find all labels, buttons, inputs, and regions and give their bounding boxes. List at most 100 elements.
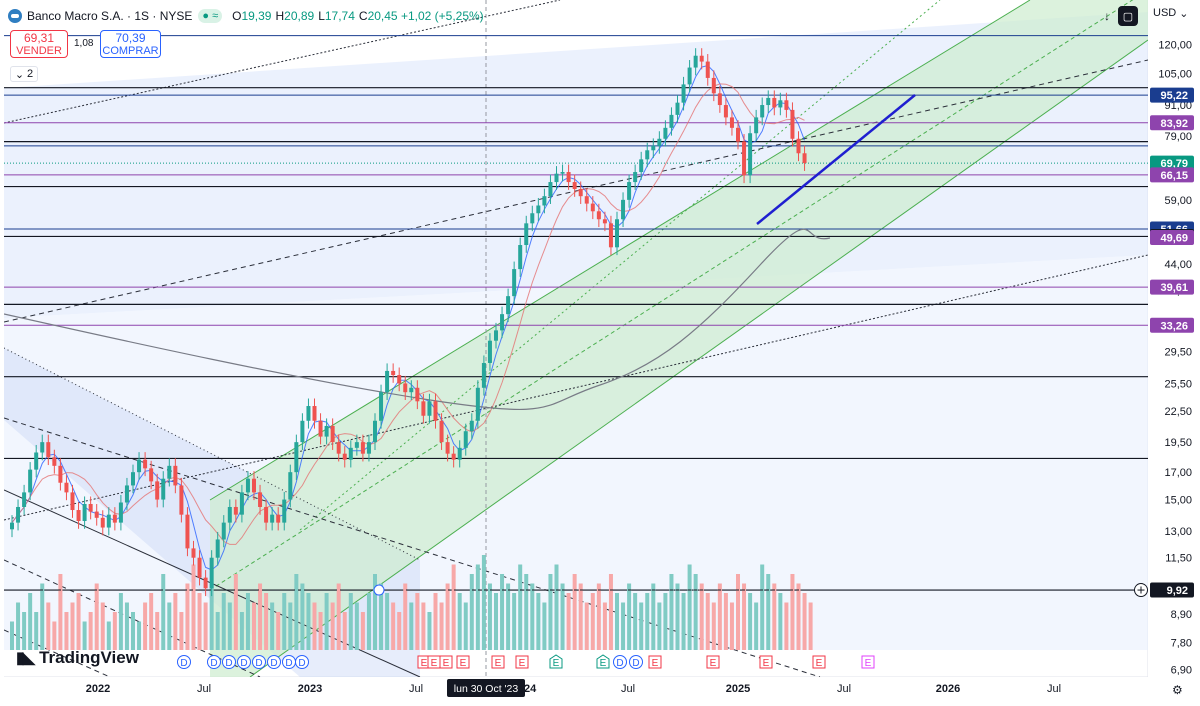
candle[interactable] [76,502,81,529]
candle[interactable] [245,471,250,501]
candle[interactable] [645,142,650,168]
candle[interactable] [385,363,390,400]
candle[interactable] [621,192,626,228]
candle[interactable] [124,477,129,511]
dividend-marker[interactable]: D [222,655,236,670]
candle[interactable] [415,380,420,410]
candle[interactable] [252,471,256,501]
ma-fast-line[interactable] [11,64,805,571]
candle[interactable] [288,464,293,508]
candle[interactable] [276,507,281,531]
earnings-marker[interactable]: E [812,655,826,669]
candle[interactable] [409,380,414,400]
candle[interactable] [500,306,505,339]
candle[interactable] [602,211,607,232]
dividend-marker[interactable]: D [237,655,251,670]
candle[interactable] [312,398,317,429]
candle[interactable] [366,434,371,462]
candle[interactable] [330,418,335,450]
candle[interactable] [524,215,529,253]
candle[interactable] [723,97,728,126]
candle[interactable] [131,464,135,494]
candle[interactable] [191,540,196,566]
candle[interactable] [233,499,238,523]
candle[interactable] [373,413,377,450]
candle[interactable] [760,97,765,126]
candle[interactable] [342,446,347,468]
candle[interactable] [506,288,511,322]
candle[interactable] [554,166,559,190]
earnings-marker[interactable]: E [456,655,470,669]
symbol-title[interactable]: Banco Macro S.A. · 1S · NYSE [27,9,193,23]
candle[interactable] [687,60,692,93]
candle[interactable] [421,393,426,424]
price-label[interactable]: 9,92 [1150,582,1194,598]
candle[interactable] [536,197,541,222]
candle[interactable] [391,363,396,383]
earnings-marker[interactable]: E [549,654,563,669]
candle[interactable] [161,471,166,508]
candle[interactable] [451,446,456,468]
candle[interactable] [360,434,365,462]
candle[interactable] [736,120,740,150]
candle[interactable] [94,504,99,526]
candle[interactable] [572,174,577,197]
dividend-marker[interactable]: D [295,655,309,670]
time-axis[interactable]: 2022Jul2023Jul2024Jul2025Jul2026Jullun 3… [86,679,1061,697]
price-label[interactable]: 66,15 [1150,167,1194,183]
candle[interactable] [681,76,686,111]
candle[interactable] [627,174,632,208]
candle[interactable] [766,90,771,113]
candle[interactable] [118,494,123,531]
candle[interactable] [239,484,244,523]
candle[interactable] [596,203,601,228]
candle[interactable] [729,109,734,136]
candle[interactable] [796,131,801,162]
fullscreen-icon[interactable]: ▢ [1118,6,1138,26]
candle[interactable] [397,367,402,392]
candle[interactable] [699,48,704,70]
dividend-marker[interactable]: D [177,655,191,670]
candle[interactable] [560,164,565,182]
candle[interactable] [270,507,275,531]
candle[interactable] [711,70,716,102]
candle[interactable] [112,507,117,531]
candle[interactable] [185,507,190,557]
candle[interactable] [88,496,93,520]
candle[interactable] [772,90,777,116]
candle[interactable] [300,413,305,450]
candle[interactable] [669,107,674,136]
buy-button[interactable]: 70,39 COMPRAR [100,30,161,58]
candle[interactable] [754,109,759,142]
candle[interactable] [566,164,571,190]
dividend-marker[interactable]: D [282,655,296,670]
candle[interactable] [748,125,753,184]
candle[interactable] [155,473,160,508]
candle[interactable] [487,333,492,371]
candle[interactable] [209,550,214,597]
tradingview-logo[interactable]: ▮◣ TradingView [16,648,139,668]
add-alert-icon[interactable] [1134,583,1148,598]
candle[interactable] [802,145,807,171]
candle[interactable] [294,434,299,480]
candle[interactable] [590,196,595,220]
candle[interactable] [203,570,208,597]
candle[interactable] [518,237,523,277]
currency-selector[interactable]: USD ⌄ [1153,7,1188,20]
candle[interactable] [403,375,408,400]
ma-slow-line[interactable] [11,83,805,545]
earnings-marker[interactable]: E [648,655,662,669]
dividend-marker[interactable]: D [252,655,266,670]
earnings-marker[interactable]: E [706,655,720,669]
candle[interactable] [427,393,432,424]
candle[interactable] [348,440,353,468]
candle[interactable] [778,92,783,116]
candle[interactable] [52,449,57,474]
candle[interactable] [354,434,359,456]
candle[interactable] [324,418,329,445]
price-label[interactable]: 39,61 [1150,279,1194,295]
candle[interactable] [58,458,63,491]
candle[interactable] [282,492,287,531]
candle[interactable] [167,458,172,487]
